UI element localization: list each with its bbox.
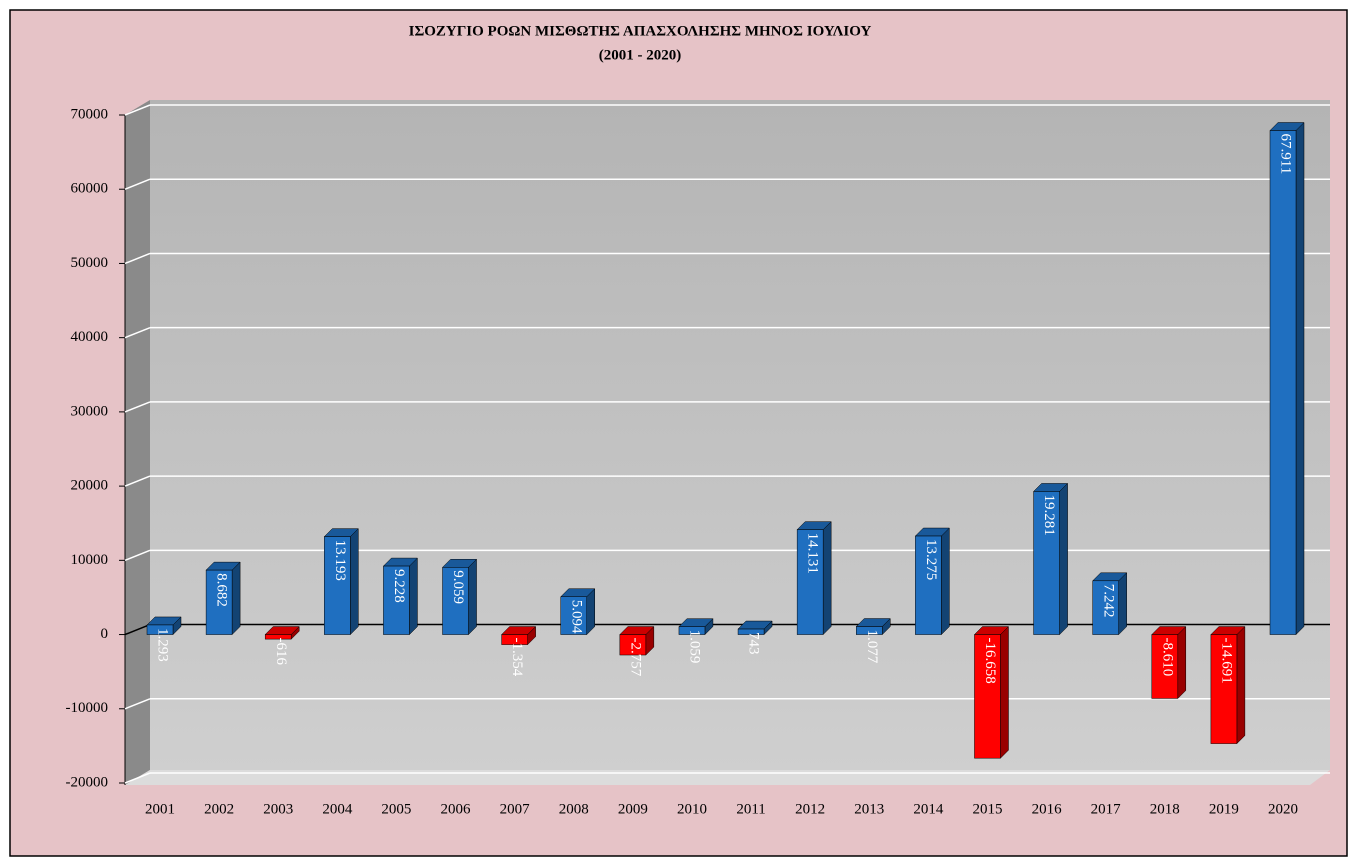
bar	[796, 529, 824, 635]
bar-side	[468, 558, 477, 636]
bar	[264, 634, 292, 640]
value-label: 67.911	[1278, 134, 1294, 175]
bar	[560, 596, 587, 635]
grid-line	[124, 475, 151, 487]
bar	[1033, 491, 1060, 635]
grid-line	[124, 252, 151, 265]
bar	[1269, 130, 1297, 635]
x-tick-label: 2010	[677, 801, 707, 817]
bar	[442, 567, 469, 635]
y-tick-label: -10000	[66, 700, 109, 716]
bar-side	[941, 527, 950, 636]
x-tick-label: 2008	[559, 801, 589, 817]
bar	[501, 634, 528, 645]
value-label: 14.131	[805, 533, 821, 574]
x-tick-label: 2019	[1209, 801, 1239, 817]
bar-side	[1000, 625, 1009, 759]
x-tick-label: 2002	[204, 801, 234, 817]
y-tick-label: 0	[101, 626, 109, 642]
x-tick-label: 2004	[322, 801, 353, 817]
side-wall	[125, 100, 150, 785]
bar	[205, 569, 233, 635]
x-tick-label: 2014	[913, 801, 944, 817]
x-tick-label: 2009	[618, 801, 648, 817]
bar	[383, 565, 410, 635]
x-tick-label: 2011	[736, 801, 765, 817]
value-label: 1.059	[687, 630, 703, 664]
value-label: 1.293	[155, 628, 171, 662]
value-label: -616	[273, 638, 289, 666]
y-tick-label: 20000	[71, 478, 109, 494]
bar-side	[1059, 482, 1068, 636]
bar	[1092, 580, 1119, 635]
bar-side	[1118, 572, 1127, 636]
bar	[915, 535, 942, 635]
x-tick-label: 2013	[854, 801, 884, 817]
value-label: 8.682	[214, 573, 230, 607]
value-label: 13.275	[923, 539, 939, 580]
bar	[678, 626, 706, 635]
value-label: -8.610	[1159, 638, 1175, 677]
y-tick-label: 70000	[71, 106, 109, 122]
grid-line	[124, 698, 151, 710]
bar	[974, 634, 1001, 759]
value-label: 1.077	[864, 630, 880, 664]
value-label: -2.757	[627, 638, 643, 677]
bar	[324, 536, 351, 635]
grid-line	[124, 772, 151, 784]
x-tick-label: 2003	[263, 801, 293, 817]
x-tick-label: 2017	[1091, 801, 1122, 817]
x-tick-label: 2007	[500, 801, 531, 817]
y-tick-label: 60000	[71, 181, 109, 197]
value-label: 19.281	[1041, 494, 1057, 535]
bar	[619, 634, 647, 656]
bar	[146, 624, 174, 635]
x-tick-label: 2020	[1268, 801, 1298, 817]
value-label: 743	[746, 632, 762, 655]
value-label: -14.691	[1218, 638, 1234, 684]
bar	[1151, 634, 1179, 699]
value-label: 13.193	[332, 540, 348, 581]
bar-side	[350, 528, 359, 636]
y-tick-label: 50000	[71, 255, 109, 271]
value-label: -1.354	[509, 638, 525, 677]
grid-line	[124, 326, 151, 339]
grid-line	[124, 549, 151, 562]
grid-line	[124, 401, 151, 413]
x-tick-label: 2006	[441, 801, 472, 817]
x-tick-label: 2018	[1150, 801, 1180, 817]
x-tick-label: 2001	[145, 801, 175, 817]
chart-subtitle: (2001 - 2020)	[599, 47, 682, 63]
x-tick-label: 2005	[381, 801, 411, 817]
y-tick-label: 40000	[71, 329, 109, 345]
value-label: 7.242	[1100, 584, 1116, 618]
grid-line	[124, 623, 151, 636]
grid-line	[124, 178, 151, 190]
value-label: 9.059	[450, 570, 466, 604]
value-label: 9.228	[391, 569, 407, 603]
x-tick-label: 2012	[795, 801, 825, 817]
chart-title: ΙΣΟΖΥΓΙΟ ΡΟΩΝ ΜΙΣΘΩΤΗΣ ΑΠΑΣΧΟΛΗΣΗΣ ΜΗΝΟΣ…	[409, 23, 872, 39]
bar	[1210, 634, 1238, 744]
bar-side	[231, 561, 241, 636]
bar-side	[1236, 625, 1246, 745]
bar	[737, 628, 765, 635]
bar-side	[409, 557, 418, 636]
bar-side	[1295, 121, 1305, 636]
bar-side	[822, 521, 832, 636]
y-tick-label: 30000	[71, 403, 109, 419]
y-tick-label: -20000	[66, 774, 109, 790]
bar-side	[1177, 625, 1187, 700]
bar	[856, 626, 883, 635]
x-tick-label: 2015	[972, 801, 1002, 817]
grid-line	[124, 104, 151, 116]
y-tick-label: 10000	[71, 552, 109, 568]
x-tick-label: 2016	[1032, 801, 1063, 817]
value-label: -16.658	[982, 638, 998, 684]
value-label: 5.094	[568, 600, 584, 634]
